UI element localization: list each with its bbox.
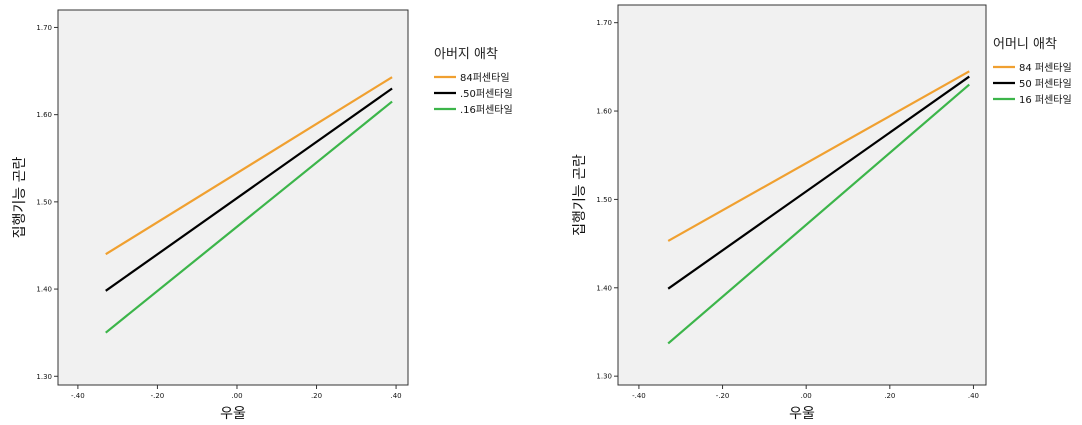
x-axis-title: 우울 xyxy=(220,406,246,422)
series-line xyxy=(667,83,970,345)
y-tick-label: 1.60 xyxy=(596,108,612,116)
legend-label: .16퍼센타일 xyxy=(460,104,513,116)
legend-label: 50 퍼센타일 xyxy=(1019,78,1072,90)
x-axis-title: 우울 xyxy=(789,406,815,422)
series-line xyxy=(667,75,970,290)
y-tick-label: 1.30 xyxy=(36,373,52,381)
x-tick-label: .20 xyxy=(311,392,322,400)
y-tick-label: 1.70 xyxy=(596,19,612,27)
series-line xyxy=(105,100,393,334)
legend-title: 어머니 애착 xyxy=(993,37,1057,52)
series-line xyxy=(667,70,970,242)
legend-label: 16 퍼센타일 xyxy=(1019,94,1072,106)
y-tick-label: 1.70 xyxy=(36,24,52,32)
series-line xyxy=(105,76,393,256)
chart-svg-right: 1.30 1.40 1.50 1.60 1.70 -.40 -.20 .00 .20 .40 우울 집… xyxy=(572,4,1072,422)
y-axis-title: 집행기능 곤란 xyxy=(12,157,28,239)
chart-father-attachment: 1.30 1.40 1.50 1.60 1.70 -.40 -.20 .00 .20 .40 우울 집… xyxy=(0,0,540,425)
y-tick-label: 1.40 xyxy=(596,284,612,292)
y-tick-label: 1.40 xyxy=(36,286,52,294)
legend-label: .50퍼센타일 xyxy=(460,88,513,100)
legend-title: 아버지 애착 xyxy=(434,47,498,62)
x-tick-label: -.20 xyxy=(151,392,165,400)
y-axis-title: 집행기능 곤란 xyxy=(572,154,588,236)
x-tick-label: .00 xyxy=(801,392,812,400)
x-tick-label: .40 xyxy=(390,392,401,400)
plot-area xyxy=(57,9,409,386)
series-line xyxy=(105,87,393,292)
y-tick-label: 1.50 xyxy=(36,198,52,206)
y-tick-label: 1.60 xyxy=(36,111,52,119)
chart-svg-left: 1.30 1.40 1.50 1.60 1.70 -.40 -.20 .00 .20 .40 우울 집… xyxy=(12,9,513,422)
legend-label: 84퍼센타일 xyxy=(460,72,510,84)
x-tick-label: .40 xyxy=(968,392,979,400)
x-tick-label: -.40 xyxy=(71,392,85,400)
x-tick-label: -.40 xyxy=(632,392,646,400)
y-tick-label: 1.30 xyxy=(596,373,612,381)
x-tick-label: .20 xyxy=(884,392,895,400)
chart-mother-attachment: 1.30 1.40 1.50 1.60 1.70 -.40 -.20 .00 .20 .40 우울 집… xyxy=(560,0,1082,425)
y-tick-label: 1.50 xyxy=(596,196,612,204)
legend-label: 84 퍼센타일 xyxy=(1019,62,1072,74)
x-tick-label: .00 xyxy=(231,392,242,400)
x-tick-label: -.20 xyxy=(716,392,730,400)
